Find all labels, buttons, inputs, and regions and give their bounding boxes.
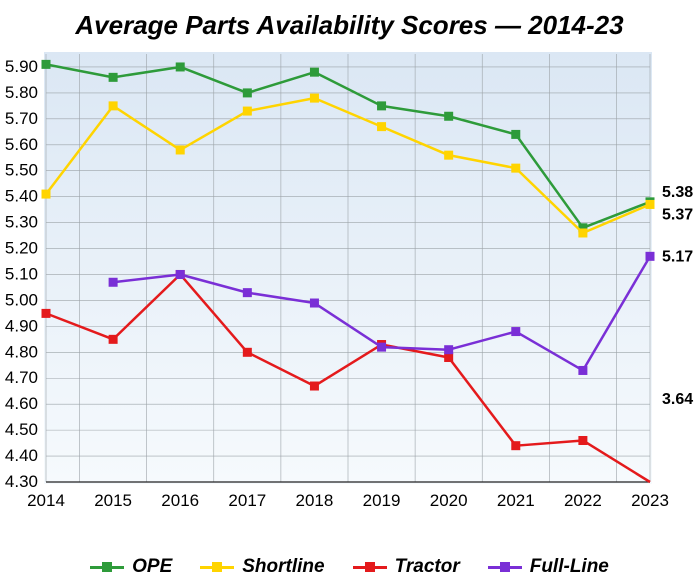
legend-label: Full-Line — [530, 556, 609, 578]
svg-text:4.90: 4.90 — [5, 316, 38, 335]
svg-text:2020: 2020 — [430, 491, 468, 510]
legend-item-ope: OPE — [90, 556, 172, 578]
svg-text:5.30: 5.30 — [5, 213, 38, 232]
legend-label: Tractor — [395, 556, 460, 578]
svg-text:4.30: 4.30 — [5, 472, 38, 491]
svg-text:5.38: 5.38 — [662, 184, 693, 201]
svg-text:2023: 2023 — [631, 491, 669, 510]
legend-item-full-line: Full-Line — [488, 556, 609, 578]
svg-text:4.40: 4.40 — [5, 446, 38, 465]
svg-text:5.00: 5.00 — [5, 290, 38, 309]
svg-text:2017: 2017 — [228, 491, 266, 510]
svg-text:5.80: 5.80 — [5, 83, 38, 102]
svg-text:4.50: 4.50 — [5, 420, 38, 439]
svg-text:2021: 2021 — [497, 491, 535, 510]
svg-text:5.90: 5.90 — [5, 57, 38, 76]
svg-text:5.40: 5.40 — [5, 187, 38, 206]
chart-legend: OPE Shortline Tractor Full-Line — [0, 556, 699, 580]
svg-text:5.37: 5.37 — [662, 206, 693, 223]
svg-text:5.10: 5.10 — [5, 264, 38, 283]
svg-text:5.20: 5.20 — [5, 239, 38, 258]
svg-text:5.60: 5.60 — [5, 135, 38, 154]
legend-item-shortline: Shortline — [200, 556, 324, 578]
svg-text:2022: 2022 — [564, 491, 602, 510]
svg-text:4.60: 4.60 — [5, 394, 38, 413]
legend-swatch — [90, 560, 124, 574]
legend-swatch — [200, 560, 234, 574]
svg-text:4.70: 4.70 — [5, 368, 38, 387]
svg-text:3.64: 3.64 — [662, 391, 693, 408]
svg-text:2018: 2018 — [296, 491, 334, 510]
chart-plot: 4.30 4.40 4.50 4.60 4.70 4.80 4.90 5.00 5.10 5.20… — [0, 48, 699, 548]
chart-title: Average Parts Availability Scores — 2014… — [0, 0, 699, 41]
chart-container: Average Parts Availability Scores — 2014… — [0, 0, 699, 586]
svg-text:5.50: 5.50 — [5, 161, 38, 180]
legend-swatch — [353, 560, 387, 574]
svg-text:2016: 2016 — [161, 491, 199, 510]
svg-text:2014: 2014 — [27, 491, 65, 510]
legend-label: OPE — [132, 556, 172, 578]
svg-text:5.17: 5.17 — [662, 248, 693, 265]
legend-label: Shortline — [242, 556, 324, 578]
svg-text:2015: 2015 — [94, 491, 132, 510]
svg-text:2019: 2019 — [363, 491, 401, 510]
legend-swatch — [488, 560, 522, 574]
legend-item-tractor: Tractor — [353, 556, 460, 578]
svg-text:4.80: 4.80 — [5, 342, 38, 361]
svg-text:5.70: 5.70 — [5, 109, 38, 128]
